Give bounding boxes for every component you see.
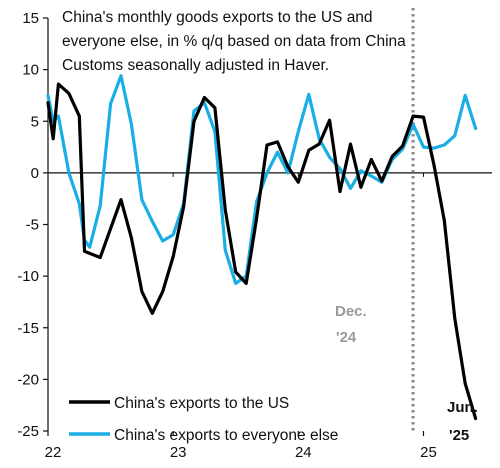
annotation-jun-line-2: '25 [449, 427, 469, 444]
y-tick-label: 5 [31, 113, 39, 130]
series-layer [46, 74, 478, 421]
x-tick-label: 24 [295, 444, 312, 461]
x-tick-label: 22 [45, 444, 62, 461]
x-tick-label: 25 [420, 444, 437, 461]
legend-label-others: China's exports to everyone else [114, 427, 338, 444]
annotations: Dec. '24 Jun. '25 [335, 303, 478, 444]
y-tick-label: -20 [17, 371, 39, 388]
y-tick-label: -10 [17, 268, 39, 285]
y-tick-label: 15 [22, 10, 39, 27]
annotation-jun-line-1: Jun. [447, 399, 478, 416]
title-line-3: Customs seasonally adjusted in Haver. [62, 57, 329, 74]
chart-title: China's monthly goods exports to the US … [62, 9, 406, 74]
y-tick-label: -25 [17, 423, 39, 440]
title-line-2: everyone else, in % q/q based on data fr… [62, 33, 406, 50]
annotation-dec-line-1: Dec. [335, 303, 367, 320]
title-line-1: China's monthly goods exports to the US … [62, 9, 373, 26]
series-line-us [46, 82, 478, 421]
y-tick-label: -15 [17, 320, 39, 337]
axes: 15 10 5 0 -5 -10 -15 -20 -25 22 23 24 25 [17, 10, 492, 461]
y-tick-label: 10 [22, 62, 39, 79]
legend-label-us: China's exports to the US [114, 395, 289, 412]
annotation-dec-line-2: '24 [336, 329, 357, 346]
y-tick-label: -5 [26, 217, 39, 234]
series-line-others [46, 74, 478, 285]
x-tick-label: 23 [170, 444, 187, 461]
y-tick-label: 0 [31, 165, 39, 182]
legend: China's exports to the US China's export… [69, 395, 338, 444]
